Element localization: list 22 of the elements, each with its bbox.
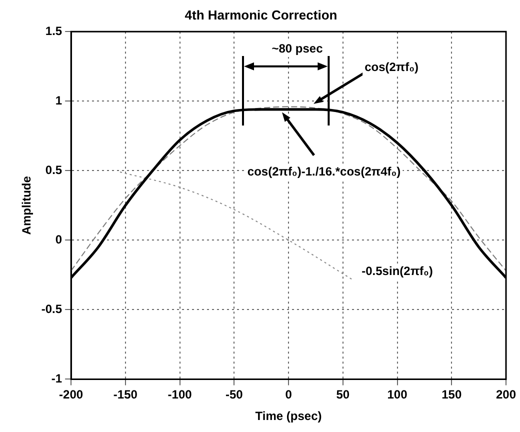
chart-title: 4th Harmonic Correction	[184, 7, 338, 22]
x-tick-label: 200	[496, 388, 516, 402]
y-tick-label: 0.5	[45, 162, 62, 177]
x-tick-label: -50	[226, 388, 244, 402]
x-tick-label: -150	[113, 388, 138, 402]
x-tick-label: 150	[442, 388, 462, 402]
annotation: ~80 psec	[272, 41, 324, 56]
y-tick-label: 0	[55, 232, 62, 246]
y-axis-title: Amplitude	[20, 176, 34, 235]
x-tick-label: -100	[168, 388, 192, 402]
x-tick-label: 0	[285, 388, 292, 402]
x-axis-title: Time (psec)	[255, 409, 322, 424]
y-tick-label: -1	[51, 372, 62, 386]
x-tick-label: 50	[336, 388, 350, 402]
annotation: cos(2πf₀)	[364, 60, 419, 74]
y-tick-label: 1	[55, 93, 62, 108]
annotation: cos(2πf₀)-1./16.*cos(2π4f₀)	[247, 164, 401, 179]
y-tick-label: 1.5	[45, 24, 62, 38]
annotation: -0.5sin(2πf₀)	[362, 264, 433, 278]
x-tick-label: -200	[59, 388, 84, 402]
x-tick-label: 100	[387, 388, 408, 402]
y-tick-label: -0.5	[41, 302, 62, 316]
